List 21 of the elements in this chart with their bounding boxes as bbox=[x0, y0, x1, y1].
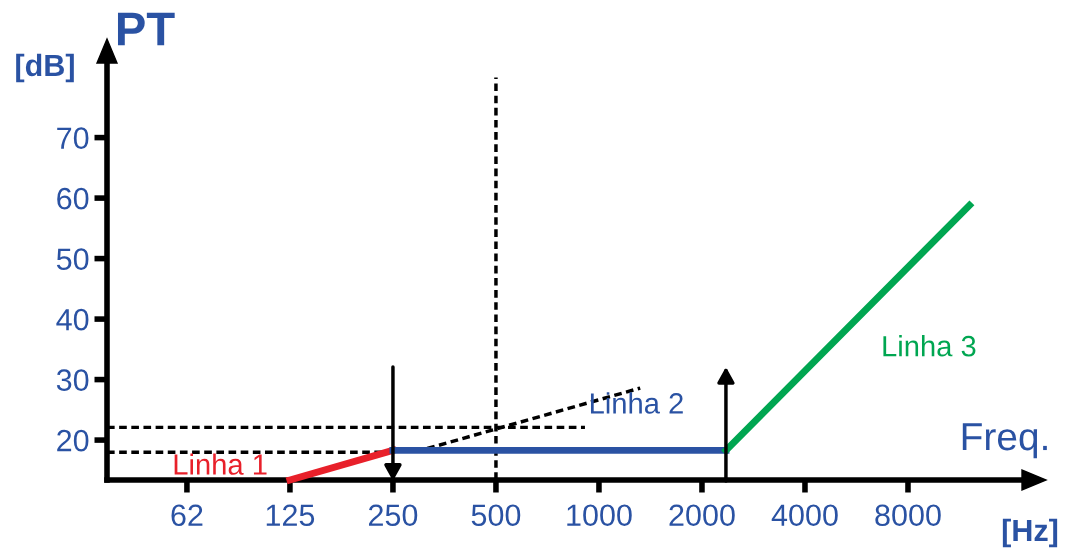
x-tick-label: 2000 bbox=[669, 504, 735, 527]
x-tick-label: 8000 bbox=[875, 504, 941, 527]
x-tick-label: 4000 bbox=[771, 504, 838, 527]
text: [Hz] bbox=[1002, 518, 1058, 548]
chart-title: PT bbox=[117, 12, 175, 46]
x-tick-label: 250 bbox=[368, 504, 418, 527]
series-label: Linha 1 bbox=[174, 453, 267, 475]
x-tick-label: 1000 bbox=[567, 504, 632, 527]
y-tick-label: 60 bbox=[57, 187, 89, 210]
y-tick-label: 70 bbox=[57, 127, 89, 149]
x-tick-label: 125 bbox=[266, 504, 315, 527]
y-axis-title: [dB] bbox=[16, 53, 74, 83]
y-tick-label: 30 bbox=[56, 369, 89, 391]
x-axis-title: Freq. bbox=[962, 423, 1047, 459]
x-tick-label: 62 bbox=[171, 504, 203, 527]
series-label: Linha 2 bbox=[590, 392, 683, 414]
series-label: Linha 3 bbox=[883, 335, 976, 357]
x-tick-label: 500 bbox=[471, 504, 521, 527]
y-tick-label: 40 bbox=[56, 308, 89, 331]
y-tick-label: 50 bbox=[56, 248, 89, 270]
y-tick-label: 20 bbox=[57, 429, 89, 452]
